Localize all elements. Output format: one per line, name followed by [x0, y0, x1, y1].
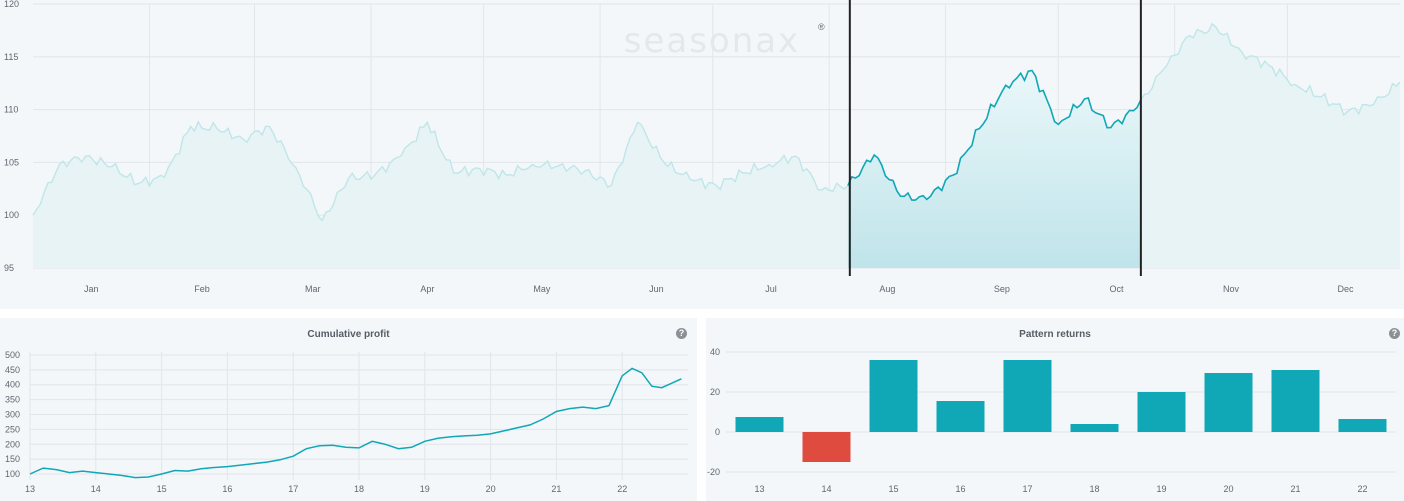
y-tick-label: 40	[710, 347, 720, 357]
x-tick-label: 20	[486, 484, 496, 494]
series-line-faded	[1140, 22, 1401, 117]
x-tick-label: 18	[1089, 484, 1099, 494]
month-tick-label: Dec	[1338, 284, 1355, 294]
y-tick-label: 105	[4, 157, 19, 167]
return-bar	[1204, 373, 1253, 432]
return-bar	[802, 432, 851, 462]
pattern-returns-panel: Pattern returns ? -20 0 20 40 13 14 15 16 17 18 19…	[706, 318, 1404, 501]
x-tick-label: 14	[821, 484, 831, 494]
month-tick-label: Sep	[994, 284, 1010, 294]
x-tick-label: 19	[1156, 484, 1166, 494]
month-tick-label: Oct	[1109, 284, 1124, 294]
cumulative-profit-title: Cumulative profit	[307, 329, 390, 340]
cumulative-profit-chart: 100 150 200 250 300 350 400 450 500 13 14 15 16 17 18 1…	[5, 350, 688, 494]
y-tick-label: 0	[715, 427, 720, 437]
y-tick-label: 400	[5, 380, 20, 390]
series-line-faded	[32, 120, 853, 222]
y-tick-label: 115	[4, 52, 18, 62]
y-tick-label: 200	[5, 439, 20, 449]
area-fill-highlight	[847, 70, 1141, 268]
help-icon[interactable]: ?	[676, 328, 687, 339]
seasonal-chart-panel: 95 100 105 110 115 120 Jan Feb Mar Apr May Jun Jul Au…	[0, 0, 1404, 309]
y-tick-label: 300	[5, 410, 20, 420]
x-tick-label: 15	[888, 484, 898, 494]
month-tick-label: Mar	[305, 284, 321, 294]
trademark-symbol: ®	[818, 22, 825, 32]
month-tick-label: May	[533, 284, 551, 294]
x-tick-label: 18	[354, 484, 364, 494]
seasonal-chart: 95 100 105 110 115 120 Jan Feb Mar Apr May Jun Jul Au…	[4, 0, 1401, 294]
month-tick-label: Jan	[84, 284, 99, 294]
x-tick-label: 14	[91, 484, 101, 494]
y-tick-label: -20	[707, 467, 720, 477]
y-tick-label: 150	[5, 454, 20, 464]
y-tick-label: 500	[5, 350, 20, 360]
x-tick-label: 20	[1223, 484, 1233, 494]
return-bar	[1003, 360, 1052, 432]
area-fill-before	[33, 121, 852, 268]
pattern-returns-title: Pattern returns	[1019, 329, 1091, 340]
x-tick-label: 13	[754, 484, 764, 494]
month-tick-label: Nov	[1223, 284, 1240, 294]
y-tick-label: 350	[5, 395, 20, 405]
return-bar	[1338, 419, 1387, 432]
cumulative-profit-panel: Cumulative profit ? 100 150 200 250 300 350 40…	[0, 318, 697, 501]
cumulative-profit-line	[29, 367, 682, 479]
x-tick-label: 22	[617, 484, 627, 494]
month-tick-label: Apr	[420, 284, 434, 294]
month-tick-label: Feb	[194, 284, 210, 294]
return-bar	[1070, 424, 1119, 432]
y-tick-label: 110	[4, 105, 18, 115]
seasonax-watermark: seasonax	[624, 21, 801, 61]
series-line-highlight	[847, 69, 1142, 201]
y-tick-label: 250	[5, 424, 20, 434]
area-fill-after	[1140, 23, 1400, 269]
month-tick-label: Aug	[879, 284, 895, 294]
y-tick-label: 100	[4, 210, 19, 220]
month-tick-label: Jul	[765, 284, 777, 294]
return-bar	[735, 417, 784, 432]
month-tick-label: Jun	[649, 284, 664, 294]
x-tick-label: 16	[222, 484, 232, 494]
x-tick-label: 17	[1022, 484, 1032, 494]
return-bar	[936, 401, 985, 432]
y-tick-label: 100	[5, 469, 20, 479]
y-tick-label: 95	[4, 263, 14, 273]
x-tick-label: 15	[157, 484, 167, 494]
help-icon[interactable]: ?	[1389, 328, 1400, 339]
x-tick-label: 21	[551, 484, 561, 494]
y-tick-label: 120	[4, 0, 19, 9]
x-tick-label: 16	[955, 484, 965, 494]
x-tick-label: 21	[1290, 484, 1300, 494]
y-tick-label: 20	[710, 387, 720, 397]
return-bar	[1271, 370, 1320, 432]
return-bar	[1137, 392, 1186, 432]
y-tick-label: 450	[5, 365, 20, 375]
x-tick-label: 19	[420, 484, 430, 494]
pattern-returns-chart: -20 0 20 40 13 14 15 16 17 18 19 20 21 22	[707, 347, 1396, 494]
x-tick-label: 13	[25, 484, 35, 494]
return-bar	[869, 360, 918, 432]
x-tick-label: 22	[1357, 484, 1367, 494]
x-tick-label: 17	[288, 484, 298, 494]
